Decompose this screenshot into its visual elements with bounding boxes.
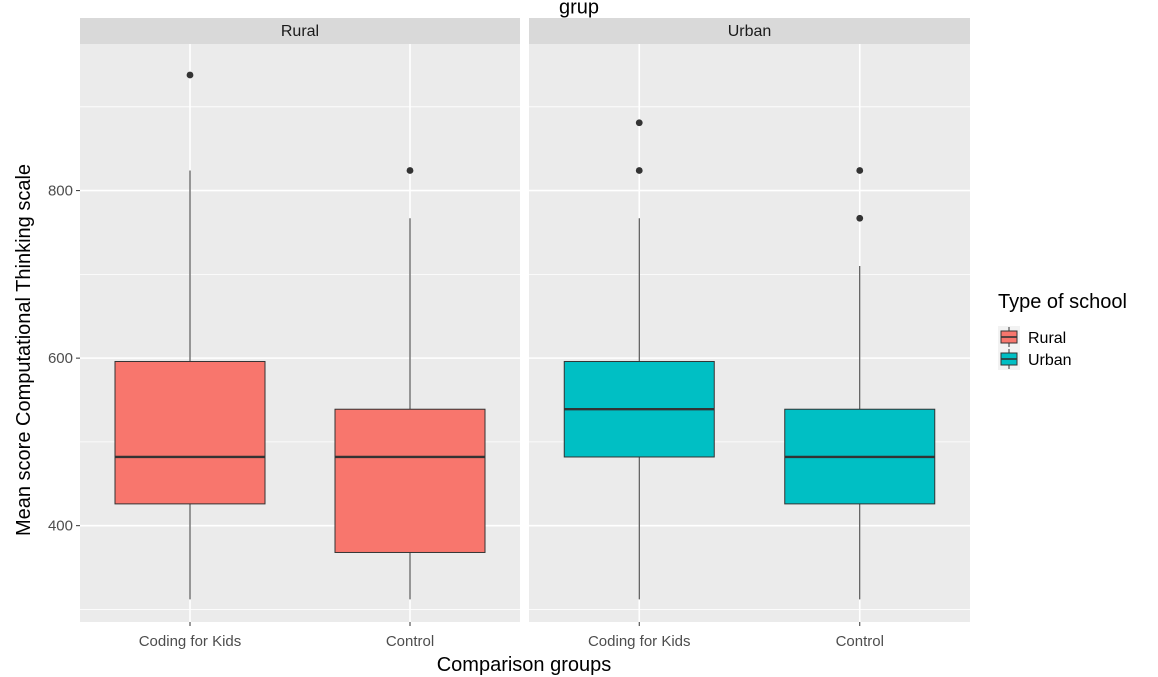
box-urban-1 [784, 167, 936, 600]
legend-label: Rural [1028, 330, 1066, 347]
box-urban-0 [563, 119, 715, 600]
box-rural-0 [114, 71, 266, 600]
strip-background [80, 18, 520, 44]
outlier-point [635, 119, 643, 127]
x-tick-label: Coding for Kids [139, 633, 242, 650]
legend-entry-urban: Urban [998, 348, 1072, 370]
panel-background [529, 44, 970, 622]
legend-label: Urban [1028, 352, 1072, 369]
strip-label: Urban [728, 23, 772, 40]
box-rural-1 [334, 167, 486, 600]
x-tick-label: Control [386, 633, 434, 650]
panel-urban: Urban [529, 18, 970, 622]
y-axis-title: Mean score Computational Thinking scale [13, 164, 35, 536]
outlier-point [406, 167, 414, 174]
panels: Rural Urban [80, 18, 970, 622]
y-tick-label: 400 [48, 518, 73, 535]
strip-background [529, 18, 970, 44]
box-body [114, 360, 266, 505]
outlier-point [186, 71, 194, 79]
legend-entry-rural: Rural [998, 326, 1066, 348]
y-axis: 400 600 800 [48, 183, 80, 535]
x-axis: Coding for Kids Control Coding for Kids Con… [139, 622, 884, 650]
outlier-point [856, 214, 864, 222]
strip-label: Rural [281, 23, 319, 40]
outlier-point [635, 167, 643, 174]
y-tick-label: 600 [48, 350, 73, 367]
x-axis-title: Comparison groups [437, 654, 612, 676]
panel-rural: Rural [80, 18, 520, 622]
outlier-point [856, 167, 864, 174]
y-tick-label: 800 [48, 183, 73, 200]
box-body [334, 408, 486, 553]
legend: Type of school Rural Urban [998, 291, 1127, 370]
x-tick-label: Control [836, 633, 884, 650]
legend-title: Type of school [998, 291, 1127, 313]
chart-title-fragment: grup [559, 0, 599, 19]
x-tick-label: Coding for Kids [588, 633, 691, 650]
